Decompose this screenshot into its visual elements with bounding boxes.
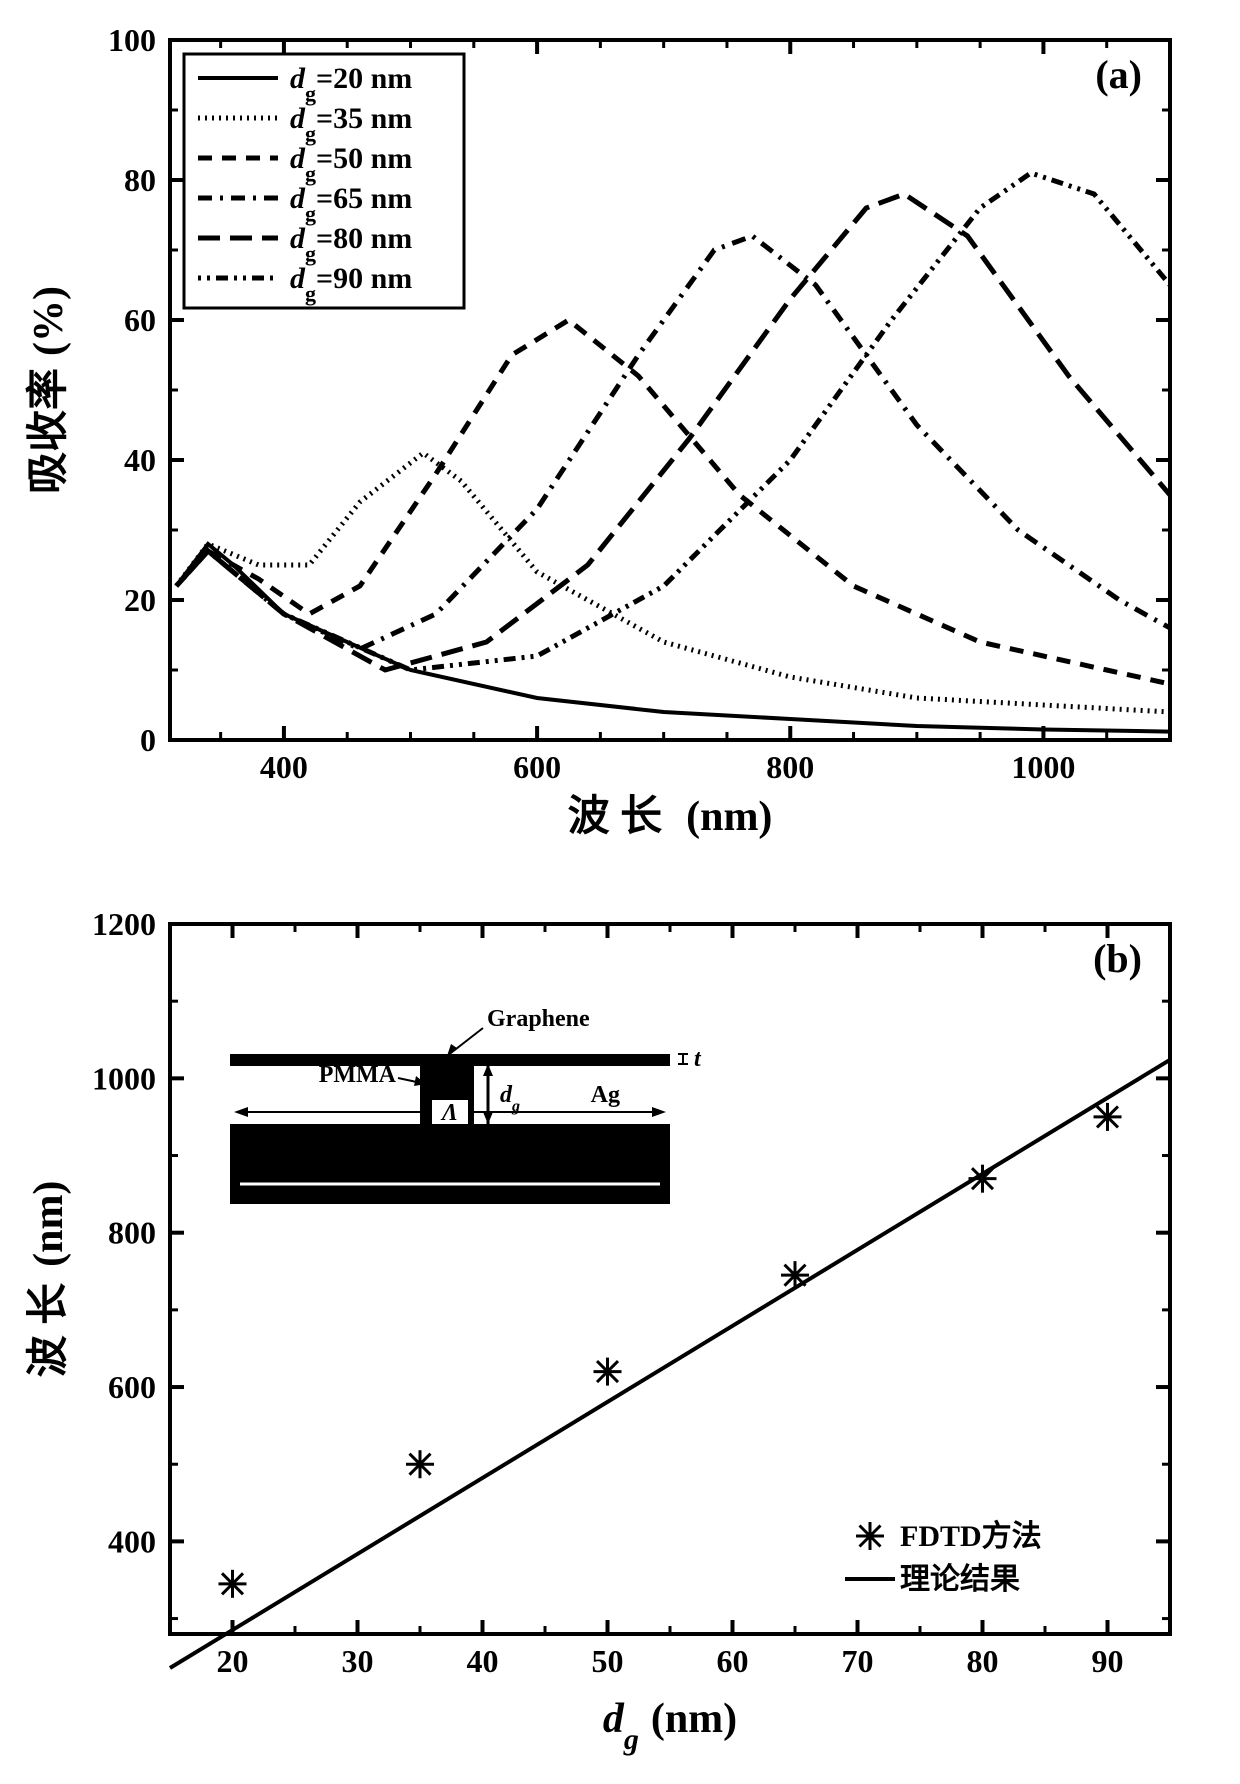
panel-a: 400 600 800 1000 0 20 40 60 80 100 波 长(nm) 吸收率(%) (a… <box>20 20 1200 864</box>
series-line <box>176 453 1170 712</box>
xtick-label: 40 <box>467 1643 499 1679</box>
xtick-label: 70 <box>842 1643 874 1679</box>
ytick-label: 0 <box>140 722 156 758</box>
legend-theory-label: 理论结果 <box>900 1563 1020 1596</box>
legend-a: dg=20 nmdg=35 nmdg=50 nmdg=65 nmdg=80 nm… <box>184 54 464 308</box>
xtick-label: 1000 <box>1011 749 1075 785</box>
panel-letter-b: (b) <box>1093 936 1142 981</box>
panel-a-svg: 400 600 800 1000 0 20 40 60 80 100 波 长(nm) 吸收率(%) (a… <box>20 20 1200 860</box>
series-line <box>176 320 1170 684</box>
inset-ag-label: Ag <box>591 1082 620 1108</box>
xtick-label: 20 <box>217 1643 249 1679</box>
legend-fdtd-label: FDTD方法 <box>900 1519 1042 1553</box>
inset-t-label: t <box>694 1046 702 1072</box>
inset-graphene-label: Graphene <box>487 1006 590 1032</box>
xtick-label: 800 <box>766 749 814 785</box>
y-axis-label: 吸收率(%) <box>25 286 72 494</box>
xtick-label: 80 <box>967 1643 999 1679</box>
panel-b: 20 30 40 50 60 70 80 90 400 600 800 1000 1200 dg(nm) 波… <box>20 904 1200 1764</box>
fdtd-marker <box>594 1358 622 1386</box>
fdtd-marker <box>406 1450 434 1478</box>
ytick-label: 100 <box>108 22 156 58</box>
xtick-label: 400 <box>260 749 308 785</box>
ytick-label: 400 <box>108 1523 156 1559</box>
ytick-label: 60 <box>124 302 156 338</box>
fdtd-marker <box>1094 1103 1122 1131</box>
panel-b-svg: 20 30 40 50 60 70 80 90 400 600 800 1000 1200 dg(nm) 波… <box>20 904 1200 1764</box>
xtick-label: 90 <box>1092 1643 1124 1679</box>
ytick-label: 80 <box>124 162 156 198</box>
x-axis-label: dg(nm) <box>603 1696 737 1756</box>
xtick-label: 60 <box>717 1643 749 1679</box>
fdtd-marker <box>219 1570 247 1598</box>
xtick-label: 50 <box>592 1643 624 1679</box>
x-axis-label: 波 长(nm) <box>568 793 773 840</box>
ytick-label: 40 <box>124 442 156 478</box>
inset-diagram: t dg Λ Graphene PMMA Ag <box>230 1006 702 1204</box>
ytick-label: 1200 <box>92 906 156 942</box>
ytick-label: 1000 <box>92 1060 156 1096</box>
legend-b: FDTD方法理论结果 <box>845 1519 1042 1596</box>
ytick-label: 20 <box>124 582 156 618</box>
panel-letter-a: (a) <box>1095 52 1142 97</box>
xtick-label: 600 <box>513 749 561 785</box>
inset-pmma-label: PMMA <box>319 1062 397 1088</box>
ytick-label: 600 <box>108 1369 156 1405</box>
y-axis-label: 波 长(nm) <box>25 1181 72 1378</box>
xtick-label: 30 <box>342 1643 374 1679</box>
inset-dg-label: dg <box>500 1082 520 1115</box>
ytick-label: 800 <box>108 1215 156 1251</box>
fdtd-marker <box>781 1261 809 1289</box>
inset-lambda-label: Λ <box>440 1100 458 1126</box>
fdtd-marker <box>969 1165 997 1193</box>
